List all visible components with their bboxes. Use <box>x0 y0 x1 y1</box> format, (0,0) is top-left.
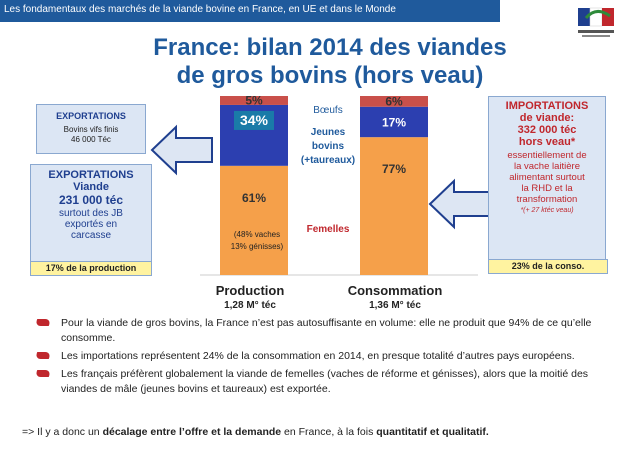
category-total-consommation: 1,36 M° téc <box>369 300 421 311</box>
category-total-production: 1,28 M° téc <box>224 300 276 311</box>
bullet-item: Les importations représentent 24% de la … <box>34 349 596 364</box>
imports-share-badge: 23% de la conso. <box>488 259 608 274</box>
legend-jeunes-3: (+taureaux) <box>300 155 356 166</box>
imports-desc-2: la vache laitière <box>513 161 580 172</box>
conclusion-bold2: quantitatif et qualitatif. <box>376 426 489 438</box>
exports-meat-desc2: exportés en <box>64 219 118 230</box>
exports-live-heading: EXPORTATIONS <box>56 111 126 121</box>
bullet-text: Pour la viande de gros bovins, la France… <box>61 317 592 344</box>
bullet-text: Les importations représentent 24% de la … <box>61 350 575 362</box>
exports-live-box: EXPORTATIONS Bovins vifs finis 46 000 Té… <box>36 104 146 154</box>
bullet-item: Les français préfèrent globalement la vi… <box>34 367 596 397</box>
annotation-line1: (48% vaches <box>233 230 281 239</box>
exports-share-badge: 17% de la production <box>30 261 152 276</box>
imports-heading-2: de viande: <box>519 112 575 124</box>
category-label-production: Production <box>215 283 285 298</box>
imports-desc-1: essentiellement de <box>507 150 587 161</box>
bullet-item: Pour la viande de gros bovins, la France… <box>34 316 596 346</box>
bar-segment-production-0 <box>220 165 288 275</box>
conclusion-bold1: décalage entre l’offre et la demande <box>102 426 282 438</box>
conclusion: => Il y a donc un décalage entre l’offre… <box>22 426 489 438</box>
imports-footnote: *(+ 27 ktéc veau) <box>520 207 574 214</box>
bar-segment-consommation-0 <box>360 137 428 275</box>
top-banner: Les fondamentaux des marchés de la viand… <box>0 0 500 22</box>
legend-boeufs: Bœufs <box>313 105 343 116</box>
breadcrumb: Les fondamentaux des marchés de la viand… <box>4 4 396 15</box>
legend-femelles: Femelles <box>306 224 350 235</box>
imports-desc-4: la RHD et la <box>521 183 573 194</box>
data-label-consommation-1: 17% <box>382 116 406 130</box>
imports-box: IMPORTATIONS de viande: 332 000 téc hors… <box>488 96 606 260</box>
data-label-production-0: 61% <box>242 191 266 205</box>
data-label-bg <box>234 110 274 130</box>
imports-desc-3: alimentant surtout <box>509 172 585 183</box>
bar-segment-consommation-2 <box>360 96 428 107</box>
exports-meat-sub: Viande <box>73 181 109 193</box>
category-label-consommation: Consommation <box>347 283 443 298</box>
left-arrow-icon <box>150 124 213 176</box>
exports-meat-amount: 231 000 téc <box>58 193 124 207</box>
bar-segment-production-2 <box>220 96 288 105</box>
data-label-production-1: 34% <box>240 112 269 128</box>
exports-meat-desc1: surtout des JB <box>59 208 123 219</box>
page-subtitle: de gros bovins (hors veau) <box>176 62 484 89</box>
data-label-consommation-2: 6% <box>385 96 403 108</box>
imports-desc-5: transformation <box>516 194 578 205</box>
bullet-list: Pour la viande de gros bovins, la France… <box>34 316 596 400</box>
annotation-line2: 13% génisses) <box>230 242 284 251</box>
exports-meat-heading: EXPORTATIONS <box>48 169 134 181</box>
imports-amount: 332 000 téc <box>517 124 577 136</box>
data-label-production-2: 5% <box>245 96 263 107</box>
data-label-consommation-0: 77% <box>382 162 406 176</box>
legend-jeunes-1: Jeunes <box>310 127 346 138</box>
legend-jeunes-2: bovins <box>311 141 345 152</box>
bullet-icon <box>34 319 52 326</box>
page-title: France: bilan 2014 des viandes <box>153 34 507 61</box>
ministry-logo <box>572 4 620 40</box>
bullet-icon <box>34 370 52 377</box>
conclusion-part2: en France, à la fois <box>281 426 377 438</box>
bullet-icon <box>34 352 52 359</box>
bar-segment-consommation-1 <box>360 106 428 138</box>
left-arrow-icon <box>428 178 491 230</box>
exports-live-line1: Bovins vifs finis <box>63 125 119 134</box>
exports-meat-box: EXPORTATIONS Viande 231 000 téc surtout … <box>30 164 152 262</box>
imports-heading-1: IMPORTATIONS <box>505 100 589 112</box>
exports-meat-desc3: carcasse <box>70 230 111 241</box>
imports-amount-2: hors veau* <box>518 136 576 148</box>
bullet-text: Les français préfèrent globalement la vi… <box>61 368 589 395</box>
stacked-bar-chart: 61% 34% 5% 77% 17% 6% <box>200 96 478 276</box>
exports-live-line2: 46 000 Téc <box>71 135 111 144</box>
conclusion-part1: => Il y a donc un <box>22 426 103 438</box>
